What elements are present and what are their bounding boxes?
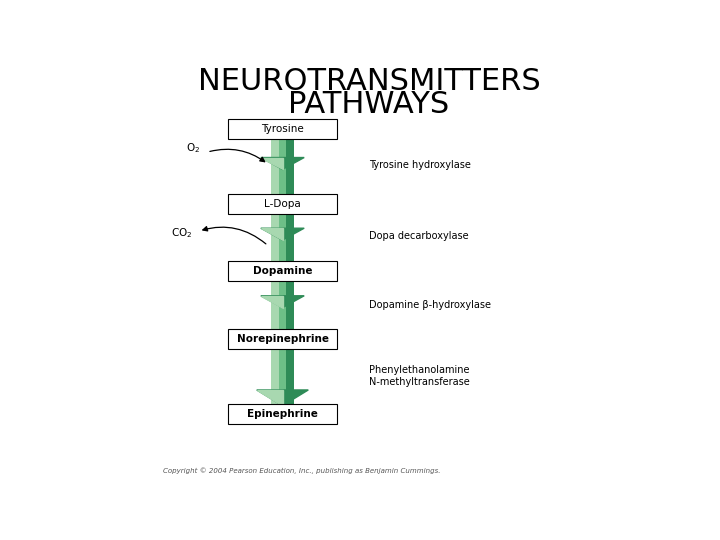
Text: L-Dopa: L-Dopa <box>264 199 301 209</box>
Bar <box>279 119 287 424</box>
Text: Tyrosine hydroxylase: Tyrosine hydroxylase <box>369 160 471 170</box>
Bar <box>228 404 337 424</box>
Polygon shape <box>261 228 304 240</box>
Bar <box>228 194 337 214</box>
Text: Copyright © 2004 Pearson Education, Inc., publishing as Benjamin Cummings.: Copyright © 2004 Pearson Education, Inc.… <box>163 467 441 474</box>
Text: Dopa decarboxylase: Dopa decarboxylase <box>369 231 469 241</box>
Polygon shape <box>261 158 282 170</box>
Text: CO$_2$: CO$_2$ <box>171 226 193 240</box>
Polygon shape <box>257 390 282 406</box>
Text: Dopamine β-hydroxylase: Dopamine β-hydroxylase <box>369 300 491 310</box>
Text: Epinephrine: Epinephrine <box>247 409 318 419</box>
Bar <box>271 119 279 424</box>
Polygon shape <box>261 228 282 240</box>
Polygon shape <box>261 158 304 170</box>
Bar <box>228 329 337 349</box>
Text: Dopamine: Dopamine <box>253 266 312 275</box>
Polygon shape <box>261 296 304 308</box>
Polygon shape <box>261 296 282 308</box>
Text: Phenylethanolamine
N-methyltransferase: Phenylethanolamine N-methyltransferase <box>369 365 469 387</box>
Bar <box>228 119 337 139</box>
Text: PATHWAYS: PATHWAYS <box>289 90 449 119</box>
Bar <box>228 261 337 281</box>
Text: NEUROTRANSMITTERS: NEUROTRANSMITTERS <box>197 67 541 96</box>
Text: Norepinephrine: Norepinephrine <box>236 334 328 344</box>
Bar <box>287 119 294 424</box>
Text: Tyrosine: Tyrosine <box>261 124 304 134</box>
Text: O$_2$: O$_2$ <box>186 141 200 155</box>
Polygon shape <box>257 390 308 406</box>
